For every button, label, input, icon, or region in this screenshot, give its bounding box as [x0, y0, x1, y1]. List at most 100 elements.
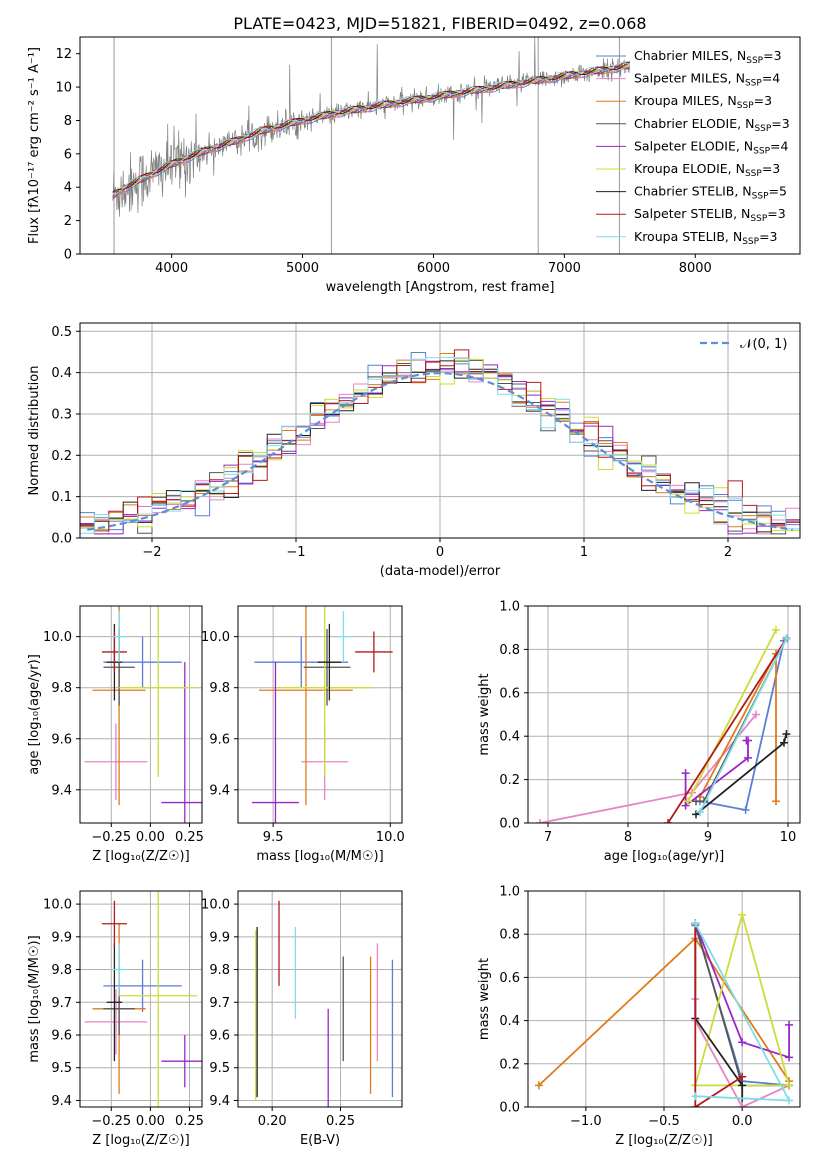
legend-label: Salpeter MILES, NSSP=4 [634, 71, 780, 89]
plot-area-age-vs-Z [84, 606, 202, 823]
series-marker [691, 1103, 700, 1107]
series-marker [691, 1092, 700, 1101]
model-line-salpeter-miles [112, 65, 630, 197]
errorbar-salpeter-elodie [161, 662, 202, 823]
y-tick-label: 9.4 [209, 783, 230, 798]
legend-label: Chabrier ELODIE, NSSP=3 [634, 116, 790, 134]
y-tick-label: 9.9 [209, 930, 230, 945]
errorbar-chabrier-stelib [317, 623, 342, 701]
series-line-kroupa-stelib [699, 638, 788, 813]
series-line-kroupa-elodie [687, 629, 777, 802]
y-tick-label: 9.4 [209, 1094, 230, 1109]
series-marker [785, 1053, 794, 1062]
x-tick-label: 7000 [548, 261, 581, 276]
histogram-kroupa-stelib [80, 356, 800, 534]
series-marker [681, 801, 690, 810]
plot-area-mass-vs-EBV [255, 900, 394, 1107]
series-marker [684, 797, 692, 806]
y-tick-label: 10.0 [201, 898, 230, 913]
x-tick-label: −0.5 [648, 1114, 680, 1129]
series-marker [534, 1081, 543, 1090]
axes-frame [527, 890, 801, 1108]
errorbar-salpeter-stelib [355, 631, 393, 673]
errorbar-kroupa-elodie [119, 606, 198, 778]
panel-massweight-vs-age: 7 8 9 10 0.0 0.2 0.4 0.6 0.8 1.0 age [log₁₀(age/yr… [477, 600, 801, 864]
series-marker [691, 919, 700, 928]
x-tick-label: −2 [142, 545, 161, 560]
y-axis-label: age [log₁₀(age/yr)] [27, 654, 42, 775]
errorbar-chabrier-elodie [303, 628, 351, 706]
y-tick-label: 9.6 [209, 732, 230, 747]
y-tick-label: 9.6 [51, 1029, 72, 1044]
panel-spectrum: 4000 5000 6000 7000 8000 0 2 4 6 8 10 12 wavelength … [27, 36, 801, 295]
series-line-salpeter-elodie [694, 923, 790, 1059]
y-tick-label: 9.4 [51, 1094, 72, 1109]
x-tick-label: 0.00 [136, 1114, 165, 1129]
y-tick-label: 9.4 [51, 783, 72, 798]
x-tick-label: 0.20 [258, 1114, 287, 1129]
series-marker [738, 1072, 747, 1081]
y-tick-label: 0.0 [499, 817, 520, 832]
x-axis-label: wavelength [Angstrom, rest frame] [326, 280, 555, 295]
y-tick-label: 1.0 [499, 885, 520, 900]
y-tick-label: 9.7 [51, 996, 72, 1011]
y-axis-label: Flux [fλ10⁻¹⁷ erg cm⁻² s⁻¹ A⁻¹] [27, 47, 42, 244]
series-marker [742, 736, 751, 745]
series-marker [782, 730, 791, 739]
y-tick-label: 0.5 [51, 325, 72, 340]
legend-label: Salpeter ELODIE, NSSP=4 [634, 138, 789, 156]
x-tick-label: 2 [724, 545, 732, 560]
y-tick-label: 0.3 [51, 407, 72, 422]
legend-label: Kroupa ELODIE, NSSP=3 [634, 161, 780, 179]
errorbar-kroupa-miles [259, 606, 353, 806]
y-tick-label: 9.5 [51, 1061, 72, 1076]
model-line-chabrier-elodie [112, 65, 630, 199]
model-line-kroupa-stelib [112, 62, 630, 195]
y-tick-label: 9.6 [209, 1029, 230, 1044]
errorbar-salpeter-elodie [161, 1035, 202, 1088]
x-tick-label: 0.25 [175, 830, 204, 845]
x-tick-label: 10.0 [376, 830, 405, 845]
series-marker [780, 738, 788, 747]
series-marker [681, 769, 690, 778]
axes-frame [79, 890, 203, 1108]
y-tick-label: 12 [55, 47, 72, 62]
axes-frame [79, 36, 801, 255]
y-tick-label: 9.9 [51, 930, 72, 945]
series-marker [782, 634, 791, 643]
y-tick-label: 6 [64, 147, 72, 162]
x-axis-label: (data-model)/error [380, 564, 501, 579]
axes-frame [237, 605, 403, 824]
x-tick-label: −1.0 [570, 1114, 602, 1129]
series-marker [664, 819, 672, 823]
errorbar-kroupa-stelib [111, 611, 127, 663]
figure-title: PLATE=0423, MJD=51821, FIBERID=0492, z=0… [233, 14, 646, 33]
x-tick-label: −0.25 [91, 1114, 131, 1129]
x-tick-label: 0.25 [175, 1114, 204, 1129]
series-marker [752, 710, 760, 719]
x-tick-label: 0 [436, 545, 444, 560]
y-axis-label: Normed distribution [27, 366, 42, 496]
y-tick-label: 0.0 [499, 1101, 520, 1116]
y-tick-label: 0 [64, 248, 72, 263]
y-tick-label: 10.0 [43, 630, 72, 645]
errorbar-salpeter-stelib [101, 631, 127, 673]
legend-label: Chabrier MILES, NSSP=3 [634, 48, 782, 66]
x-tick-label: 8 [624, 830, 632, 845]
y-tick-label: 0.4 [499, 730, 520, 745]
series-marker [785, 1020, 794, 1029]
series-line-salpeter-stelib [667, 638, 788, 823]
x-tick-label: 0.00 [136, 830, 165, 845]
errorbar-chabrier-miles [103, 959, 182, 1013]
errorbar-chabrier-stelib [106, 943, 123, 1062]
errorbar-salpeter-miles [84, 989, 148, 1055]
y-tick-label: 0.4 [499, 1014, 520, 1029]
series-marker [772, 797, 780, 806]
errorbar-salpeter-elodie [252, 662, 299, 823]
series-marker [738, 1081, 747, 1090]
y-tick-label: 9.8 [51, 681, 72, 696]
panel-age-vs-mass: 9.5 10.0 9.4 9.6 9.8 10.0 mass [log₁₀(M/M☉)] [201, 605, 405, 864]
legend-label: Chabrier STELIB, NSSP=5 [634, 184, 787, 202]
x-tick-label: 1 [580, 545, 588, 560]
